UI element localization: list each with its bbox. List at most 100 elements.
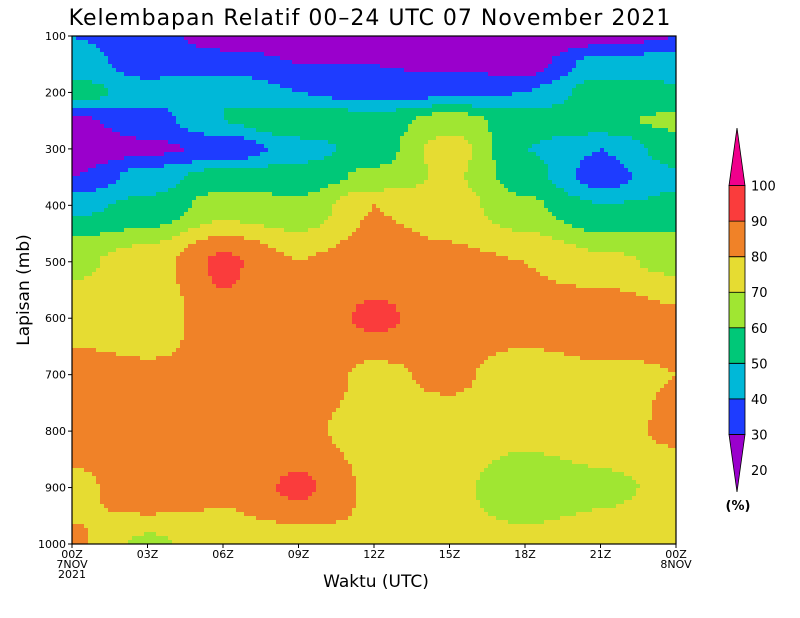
rh-field-cell xyxy=(652,412,676,417)
rh-field-cell xyxy=(140,76,161,81)
rh-field-cell xyxy=(188,244,269,249)
rh-field-cell xyxy=(348,172,429,177)
rh-field-cell xyxy=(560,76,676,81)
rh-field-cell xyxy=(268,148,337,153)
rh-field-cell xyxy=(332,412,653,417)
rh-field-cell xyxy=(528,264,641,269)
rh-field-cell xyxy=(72,476,97,481)
rh-field-cell xyxy=(156,512,245,517)
rh-field-cell xyxy=(572,88,676,93)
rh-field-cell xyxy=(72,172,81,177)
rh-field-cell xyxy=(108,56,281,61)
rh-field-cell xyxy=(176,280,213,285)
rh-field-cell xyxy=(564,352,676,357)
rh-field-cell xyxy=(376,204,481,209)
colorbar-swatch xyxy=(728,220,746,258)
rh-field-cell xyxy=(400,312,676,317)
rh-field-cell xyxy=(628,180,676,185)
rh-field-cell xyxy=(348,372,413,377)
rh-field-cell xyxy=(172,236,209,241)
rh-field-cell xyxy=(356,476,481,481)
rh-field-cell xyxy=(232,252,285,257)
rh-field-cell xyxy=(396,324,676,329)
rh-field-cell xyxy=(472,148,493,153)
rh-field-cell xyxy=(408,368,477,373)
rh-field-cell xyxy=(176,116,225,121)
rh-field-cell xyxy=(88,528,676,533)
rh-field-cell xyxy=(640,116,676,121)
rh-field-cell xyxy=(428,172,465,177)
rh-field-cell xyxy=(656,440,676,445)
rh-field-cell xyxy=(364,300,389,305)
rh-field-cell xyxy=(72,324,185,329)
rh-field-cell xyxy=(72,224,161,229)
rh-field-cell xyxy=(440,392,457,397)
rh-field-cell xyxy=(276,520,337,525)
rh-field-cell xyxy=(348,380,417,385)
rh-field-cell xyxy=(180,232,353,237)
rh-field-cell xyxy=(72,132,121,137)
rh-field-cell xyxy=(156,532,676,537)
rh-field-cell xyxy=(280,56,553,61)
rh-field-cell xyxy=(492,144,533,149)
rh-field-cell xyxy=(72,96,101,101)
rh-field-cell xyxy=(432,112,469,117)
rh-field-cell xyxy=(108,252,181,257)
rh-field-cell xyxy=(72,180,117,185)
rh-field-cell xyxy=(368,212,385,217)
rh-field-cell xyxy=(184,176,349,181)
rh-field-cell xyxy=(316,252,497,257)
rh-field-cell xyxy=(180,180,341,185)
rh-field-cell xyxy=(120,172,189,177)
rh-field-cell xyxy=(580,196,649,201)
rh-field-cell xyxy=(352,368,409,373)
rh-field-cell xyxy=(72,368,353,373)
rh-field-cell xyxy=(332,152,397,157)
rh-field-cell xyxy=(488,120,641,125)
rh-field-cell xyxy=(72,184,109,189)
rh-field-cell xyxy=(624,200,676,205)
rh-field-cell xyxy=(72,88,109,93)
rh-field-cell xyxy=(104,208,189,213)
rh-field-cell xyxy=(664,272,676,277)
rh-field-cell xyxy=(412,228,513,233)
rh-field-cell xyxy=(280,492,313,497)
rh-field-cell xyxy=(328,140,401,145)
rh-field-cell xyxy=(72,144,181,149)
rh-field-cell xyxy=(320,224,361,229)
rh-field-cell xyxy=(244,236,349,241)
rh-field-cell xyxy=(576,172,633,177)
x-tick-label: 12Z xyxy=(363,548,385,561)
rh-field-cell xyxy=(348,516,497,521)
rh-field-cell xyxy=(72,228,125,233)
rh-field-cell xyxy=(104,84,281,89)
rh-field-cell xyxy=(200,224,265,229)
colorbar-tick-label: 80 xyxy=(751,251,768,266)
rh-field-cell xyxy=(356,500,481,505)
rh-field-cell xyxy=(240,268,537,273)
rh-field-cell xyxy=(336,244,469,249)
rh-field-cell xyxy=(620,288,676,293)
y-axis-label: Lapisan (mb) xyxy=(14,234,34,345)
rh-field-cell xyxy=(72,404,341,409)
rh-field-cell xyxy=(380,208,485,213)
rh-field-cell xyxy=(492,148,529,153)
rh-field-cell xyxy=(292,88,533,93)
rh-field-cell xyxy=(408,128,489,133)
rh-field-cell xyxy=(488,464,589,469)
rh-field-cell xyxy=(160,76,253,81)
rh-field-cell xyxy=(352,464,489,469)
rh-field-cell xyxy=(468,112,657,117)
rh-field-cell xyxy=(72,452,345,457)
rh-field-cell xyxy=(480,248,589,253)
rh-field-cell xyxy=(96,164,165,169)
rh-field-cell xyxy=(240,220,325,225)
rh-field-cell xyxy=(176,276,213,281)
rh-field-cell xyxy=(364,328,389,333)
rh-field-cell xyxy=(476,376,673,381)
rh-field-cell xyxy=(324,156,397,161)
rh-field-cell xyxy=(116,68,405,73)
rh-field-cell xyxy=(568,96,676,101)
rh-field-cell xyxy=(80,172,121,177)
rh-field-cell xyxy=(176,268,209,273)
